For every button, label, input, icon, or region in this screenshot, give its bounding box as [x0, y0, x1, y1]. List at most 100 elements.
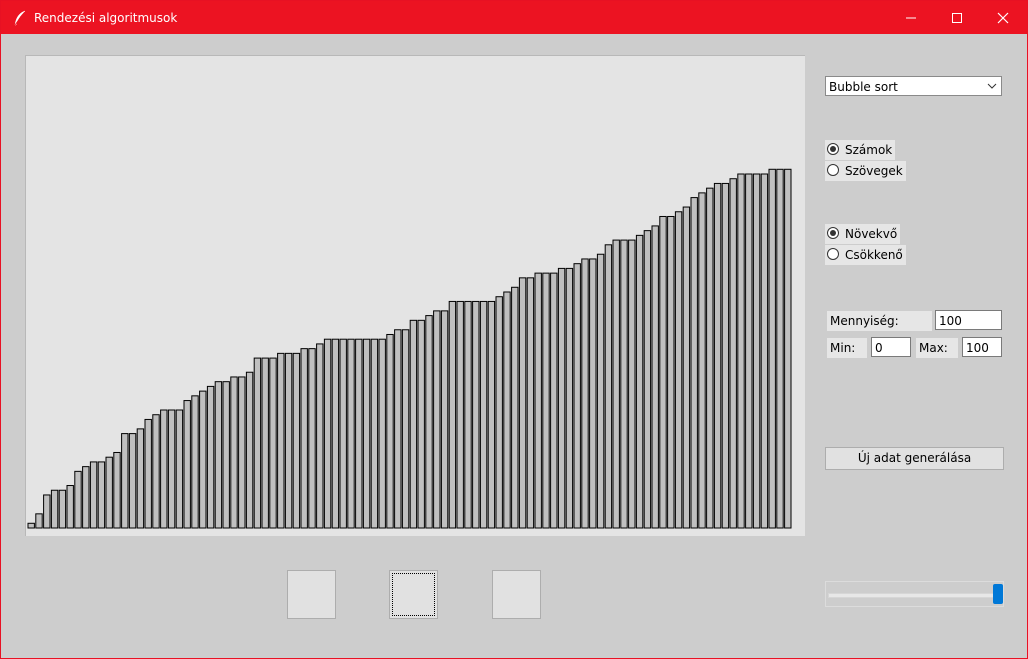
bar — [503, 291, 511, 529]
bar — [589, 258, 597, 529]
bar — [222, 381, 230, 529]
bar — [136, 428, 145, 529]
action-button-1[interactable] — [287, 570, 336, 619]
bar — [191, 395, 199, 529]
bar — [760, 173, 769, 529]
bar — [745, 173, 753, 529]
bar — [183, 400, 191, 529]
bar — [768, 168, 776, 529]
bar — [43, 494, 51, 529]
quantity-input-value: 100 — [939, 314, 962, 328]
bar — [160, 409, 168, 529]
bar — [339, 338, 347, 529]
algorithm-select[interactable]: Bubble sort — [825, 76, 1002, 96]
bar — [776, 168, 784, 529]
sort-canvas — [25, 55, 805, 536]
bar — [362, 338, 371, 529]
bar — [58, 489, 67, 529]
bar — [487, 300, 496, 529]
bar — [199, 390, 207, 529]
bar — [238, 376, 246, 529]
bar — [698, 192, 706, 529]
bar — [284, 352, 293, 529]
radio-csokkeno[interactable]: Csökkenő — [825, 245, 906, 265]
min-input[interactable]: 0 — [871, 337, 911, 357]
bar — [425, 315, 433, 529]
bar — [596, 253, 605, 529]
bar — [144, 418, 152, 529]
bar — [674, 211, 683, 529]
bar — [105, 456, 113, 529]
bar — [737, 173, 745, 529]
bar — [308, 348, 316, 529]
bar — [409, 319, 418, 529]
bar — [635, 234, 644, 529]
maximize-button[interactable] — [934, 1, 980, 34]
bar — [50, 489, 59, 529]
bar — [175, 409, 184, 529]
min-input-value: 0 — [875, 341, 883, 355]
max-input-value: 100 — [966, 341, 989, 355]
bar — [565, 267, 574, 529]
close-icon — [997, 12, 1009, 24]
bar — [331, 338, 340, 529]
bar — [604, 244, 613, 529]
bar — [573, 263, 581, 529]
bar — [472, 300, 480, 529]
bar — [479, 300, 488, 529]
generate-data-button[interactable]: Új adat generálása — [825, 447, 1004, 470]
bar — [620, 239, 628, 529]
bar — [495, 296, 503, 529]
bar — [526, 277, 535, 529]
min-label-text: Min: — [830, 341, 856, 355]
speed-slider[interactable] — [825, 581, 1004, 607]
radio-unselected-icon — [827, 248, 839, 260]
chevron-down-icon — [987, 83, 997, 89]
minimize-icon — [906, 17, 916, 19]
max-input[interactable]: 100 — [962, 337, 1002, 357]
bar — [277, 352, 285, 529]
bar — [378, 338, 386, 529]
bar — [433, 310, 441, 529]
bar-chart — [27, 168, 792, 529]
bar — [292, 352, 301, 529]
bar — [651, 225, 659, 529]
quantity-input[interactable]: 100 — [935, 310, 1002, 330]
radio-szovegek[interactable]: Szövegek — [825, 161, 906, 181]
slider-thumb[interactable] — [993, 584, 1003, 604]
bar — [386, 333, 394, 529]
bar — [253, 357, 262, 529]
radio-unselected-icon — [827, 164, 839, 176]
action-button-3[interactable] — [492, 570, 541, 619]
bar — [440, 310, 449, 529]
bar — [643, 230, 652, 529]
radio-selected-icon — [827, 227, 839, 239]
bar — [706, 187, 714, 529]
title-bar[interactable]: Rendezési algoritmusok — [1, 1, 1027, 34]
bar — [667, 215, 675, 529]
window-title: Rendezési algoritmusok — [34, 11, 178, 25]
max-label: Max: — [916, 338, 958, 358]
bar — [448, 300, 457, 529]
radio-label: Csökkenő — [845, 248, 903, 262]
radio-novekvo[interactable]: Növekvő — [825, 224, 901, 244]
radio-label: Szövegek — [845, 164, 903, 178]
max-label-text: Max: — [919, 341, 948, 355]
bar — [713, 182, 722, 529]
close-button[interactable] — [980, 1, 1026, 34]
bar — [456, 300, 464, 529]
minimize-button[interactable] — [888, 1, 934, 34]
feather-icon — [14, 10, 26, 26]
bar — [394, 329, 402, 529]
bar — [355, 338, 363, 529]
radio-szamok[interactable]: Számok — [825, 140, 896, 160]
bar — [370, 338, 379, 529]
action-button-2[interactable] — [389, 570, 438, 619]
quantity-label: Mennyiség: — [827, 311, 932, 331]
bar — [27, 522, 35, 529]
bar — [417, 319, 425, 529]
bar — [214, 381, 223, 529]
bar — [316, 343, 324, 529]
bar — [542, 272, 550, 529]
bar — [511, 286, 519, 529]
